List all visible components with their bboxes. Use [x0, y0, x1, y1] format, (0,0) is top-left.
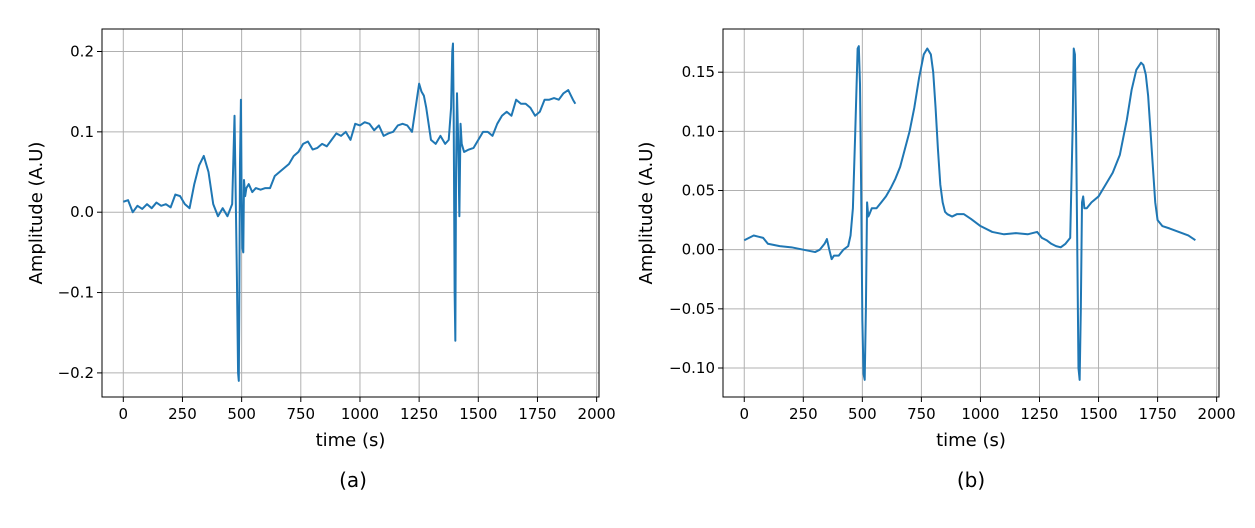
x-tick-label: 250 [168, 405, 197, 423]
x-tick-label: 500 [848, 405, 877, 423]
x-tick-label: 1750 [518, 405, 556, 423]
plot-frame [101, 28, 600, 398]
y-tick-label: −0.10 [669, 359, 715, 377]
y-tick-label: −0.05 [669, 300, 715, 318]
x-tick-label: 1500 [459, 405, 497, 423]
x-tick-label: 1250 [1020, 405, 1058, 423]
series-line [122, 42, 577, 382]
x-tick-label: 0 [119, 405, 129, 423]
y-axis-label: Amplitude (A.U) [26, 142, 47, 285]
y-tick-label: −0.2 [58, 364, 94, 382]
x-tick-label: 2000 [1198, 405, 1236, 423]
y-tick-label: 0.0 [70, 203, 94, 221]
x-axis-label: time (s) [316, 430, 386, 451]
y-tick-label: 0.2 [70, 42, 94, 60]
x-tick-label: 1000 [961, 405, 999, 423]
x-tick-label: 2000 [578, 405, 616, 423]
panel-caption: (b) [957, 468, 985, 492]
y-tick-label: 0.1 [70, 123, 94, 141]
y-tick-label: 0.00 [682, 241, 715, 259]
x-tick-label: 1000 [341, 405, 379, 423]
x-tick-label: 750 [907, 405, 936, 423]
x-tick-label: 1250 [400, 405, 438, 423]
chart-panel-a: 0 250 500 750 1000 1250 1500 1750 2000 −0.2 −0.1 0.… [26, 28, 616, 492]
y-tick-label: 0.05 [682, 182, 715, 200]
series-line [743, 45, 1196, 381]
y-tick-label: 0.15 [682, 63, 715, 81]
x-tick-label: 750 [286, 405, 315, 423]
x-tick-label: 0 [739, 405, 749, 423]
y-axis-label: Amplitude (A.U) [636, 142, 657, 285]
y-tick-label: 0.10 [682, 122, 715, 140]
x-tick-label: 250 [789, 405, 818, 423]
x-tick-label: 1500 [1079, 405, 1117, 423]
chart-panel-b: 0 250 500 750 1000 1250 1500 1750 2000 −0.10 −0.05… [636, 28, 1236, 492]
panel-caption: (a) [339, 468, 367, 492]
x-tick-label: 500 [227, 405, 256, 423]
y-tick-label: −0.1 [58, 284, 94, 302]
plot-frame [722, 28, 1220, 398]
x-axis-label: time (s) [936, 430, 1006, 451]
x-tick-label: 1750 [1138, 405, 1176, 423]
